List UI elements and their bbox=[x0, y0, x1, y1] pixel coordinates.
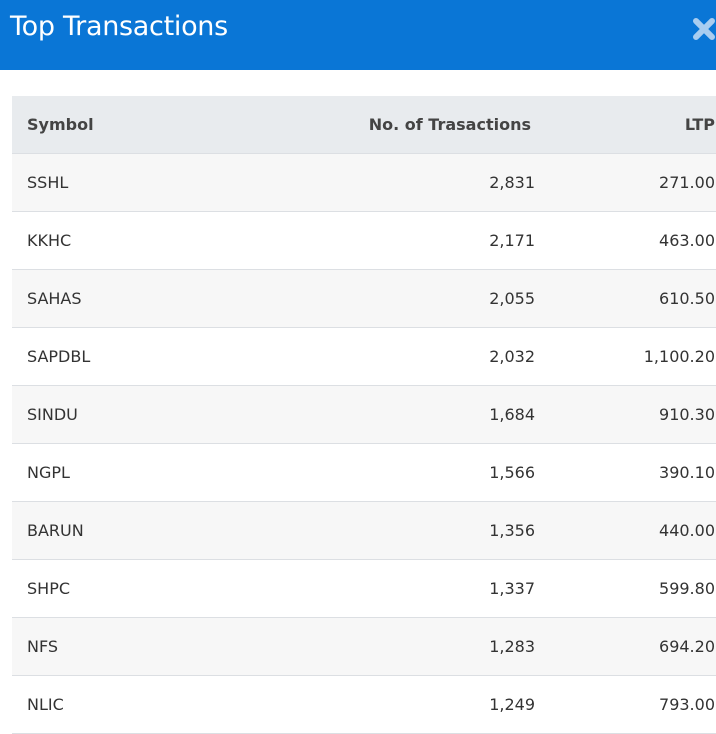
table-cell: NLIC bbox=[12, 675, 227, 734]
table-cell: 2,831 bbox=[227, 153, 549, 212]
table-cell: 910.30 bbox=[549, 385, 716, 444]
table-cell: 2,171 bbox=[227, 211, 549, 270]
table-row: NFS 1,283 694.20 bbox=[12, 617, 716, 676]
modal-title: Top Transactions bbox=[10, 11, 228, 42]
table-row: NGPL 1,566 390.10 bbox=[12, 443, 716, 502]
table-row: NLIC 1,249 793.00 bbox=[12, 675, 716, 734]
table-cell: 1,249 bbox=[227, 675, 549, 734]
table-body: SSHL 2,831 271.00 KKHC 2,171 463.00 SAHAS 2,055… bbox=[12, 153, 716, 734]
table-cell: 793.00 bbox=[549, 675, 716, 734]
table-row: BARUN 1,356 440.00 bbox=[12, 501, 716, 560]
table-cell: SAHAS bbox=[12, 269, 227, 328]
table-cell: 610.50 bbox=[549, 269, 716, 328]
table-cell: NFS bbox=[12, 617, 227, 676]
table-cell: 1,684 bbox=[227, 385, 549, 444]
table-row: SAHAS 2,055 610.50 bbox=[12, 269, 716, 328]
table-cell: 463.00 bbox=[549, 211, 716, 270]
table-cell: 599.80 bbox=[549, 559, 716, 618]
table-cell: 390.10 bbox=[549, 443, 716, 502]
table-cell: SSHL bbox=[12, 153, 227, 212]
column-header: Symbol bbox=[12, 96, 227, 154]
table-cell: 1,356 bbox=[227, 501, 549, 560]
table-cell: BARUN bbox=[12, 501, 227, 560]
table-cell: 1,337 bbox=[227, 559, 549, 618]
column-header: No. of Trasactions bbox=[227, 96, 549, 154]
column-header: LTP bbox=[549, 96, 716, 154]
header-row: Symbol No. of Trasactions LTP bbox=[12, 96, 716, 154]
table-cell: 440.00 bbox=[549, 501, 716, 560]
close-button[interactable] bbox=[692, 17, 716, 41]
table-row: SAPDBL 2,032 1,100.20 bbox=[12, 327, 716, 386]
table-cell: SINDU bbox=[12, 385, 227, 444]
table-cell: KKHC bbox=[12, 211, 227, 270]
table-row: SSHL 2,831 271.00 bbox=[12, 153, 716, 212]
table-head: Symbol No. of Trasactions LTP bbox=[12, 96, 716, 154]
table-cell: 1,100.20 bbox=[549, 327, 716, 386]
table-cell: SAPDBL bbox=[12, 327, 227, 386]
table-row: SINDU 1,684 910.30 bbox=[12, 385, 716, 444]
table-cell: 2,055 bbox=[227, 269, 549, 328]
table-cell: 694.20 bbox=[549, 617, 716, 676]
transactions-table: Symbol No. of Trasactions LTP SSHL 2,831 271… bbox=[12, 96, 716, 734]
table-row: KKHC 2,171 463.00 bbox=[12, 211, 716, 270]
modal-header: Top Transactions bbox=[0, 0, 716, 70]
table-cell: 1,283 bbox=[227, 617, 549, 676]
table-cell: 271.00 bbox=[549, 153, 716, 212]
table-row: SHPC 1,337 599.80 bbox=[12, 559, 716, 618]
table-cell: SHPC bbox=[12, 559, 227, 618]
table-cell: 1,566 bbox=[227, 443, 549, 502]
table-cell: 2,032 bbox=[227, 327, 549, 386]
table-cell: NGPL bbox=[12, 443, 227, 502]
